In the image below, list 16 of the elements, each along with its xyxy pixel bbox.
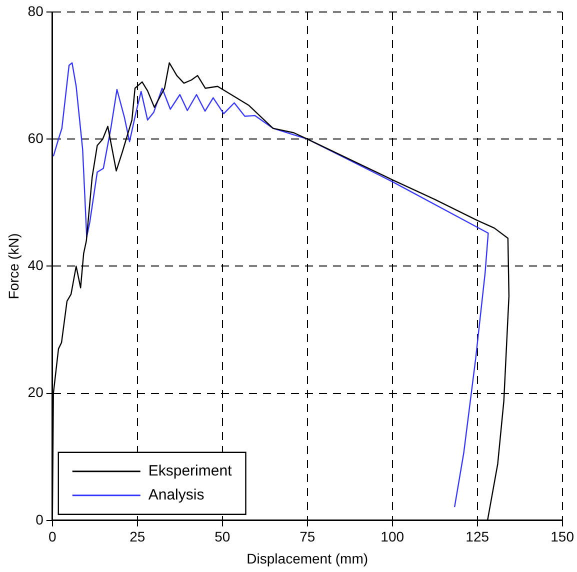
y-tick-label: 20 (28, 384, 44, 400)
x-tick-label: 100 (380, 528, 404, 545)
x-axis-title: Displacement (mm) (246, 550, 368, 566)
x-tick-label: 50 (214, 528, 230, 545)
x-tick-label: 0 (48, 528, 56, 545)
x-tick-label: 25 (130, 528, 146, 545)
y-tick-label: 0 (36, 511, 44, 528)
x-tick-label: 75 (300, 528, 316, 545)
y-tick-label: 40 (28, 257, 44, 274)
x-tick-label: 125 (466, 528, 490, 545)
y-axis-title: Force (kN) (5, 233, 22, 300)
x-tick-label: 150 (550, 528, 574, 545)
legend-label: Eksperiment (148, 462, 233, 480)
legend-label: Analysis (148, 486, 204, 504)
y-tick-label: 80 (28, 2, 44, 19)
y-tick-label: 60 (28, 130, 44, 146)
